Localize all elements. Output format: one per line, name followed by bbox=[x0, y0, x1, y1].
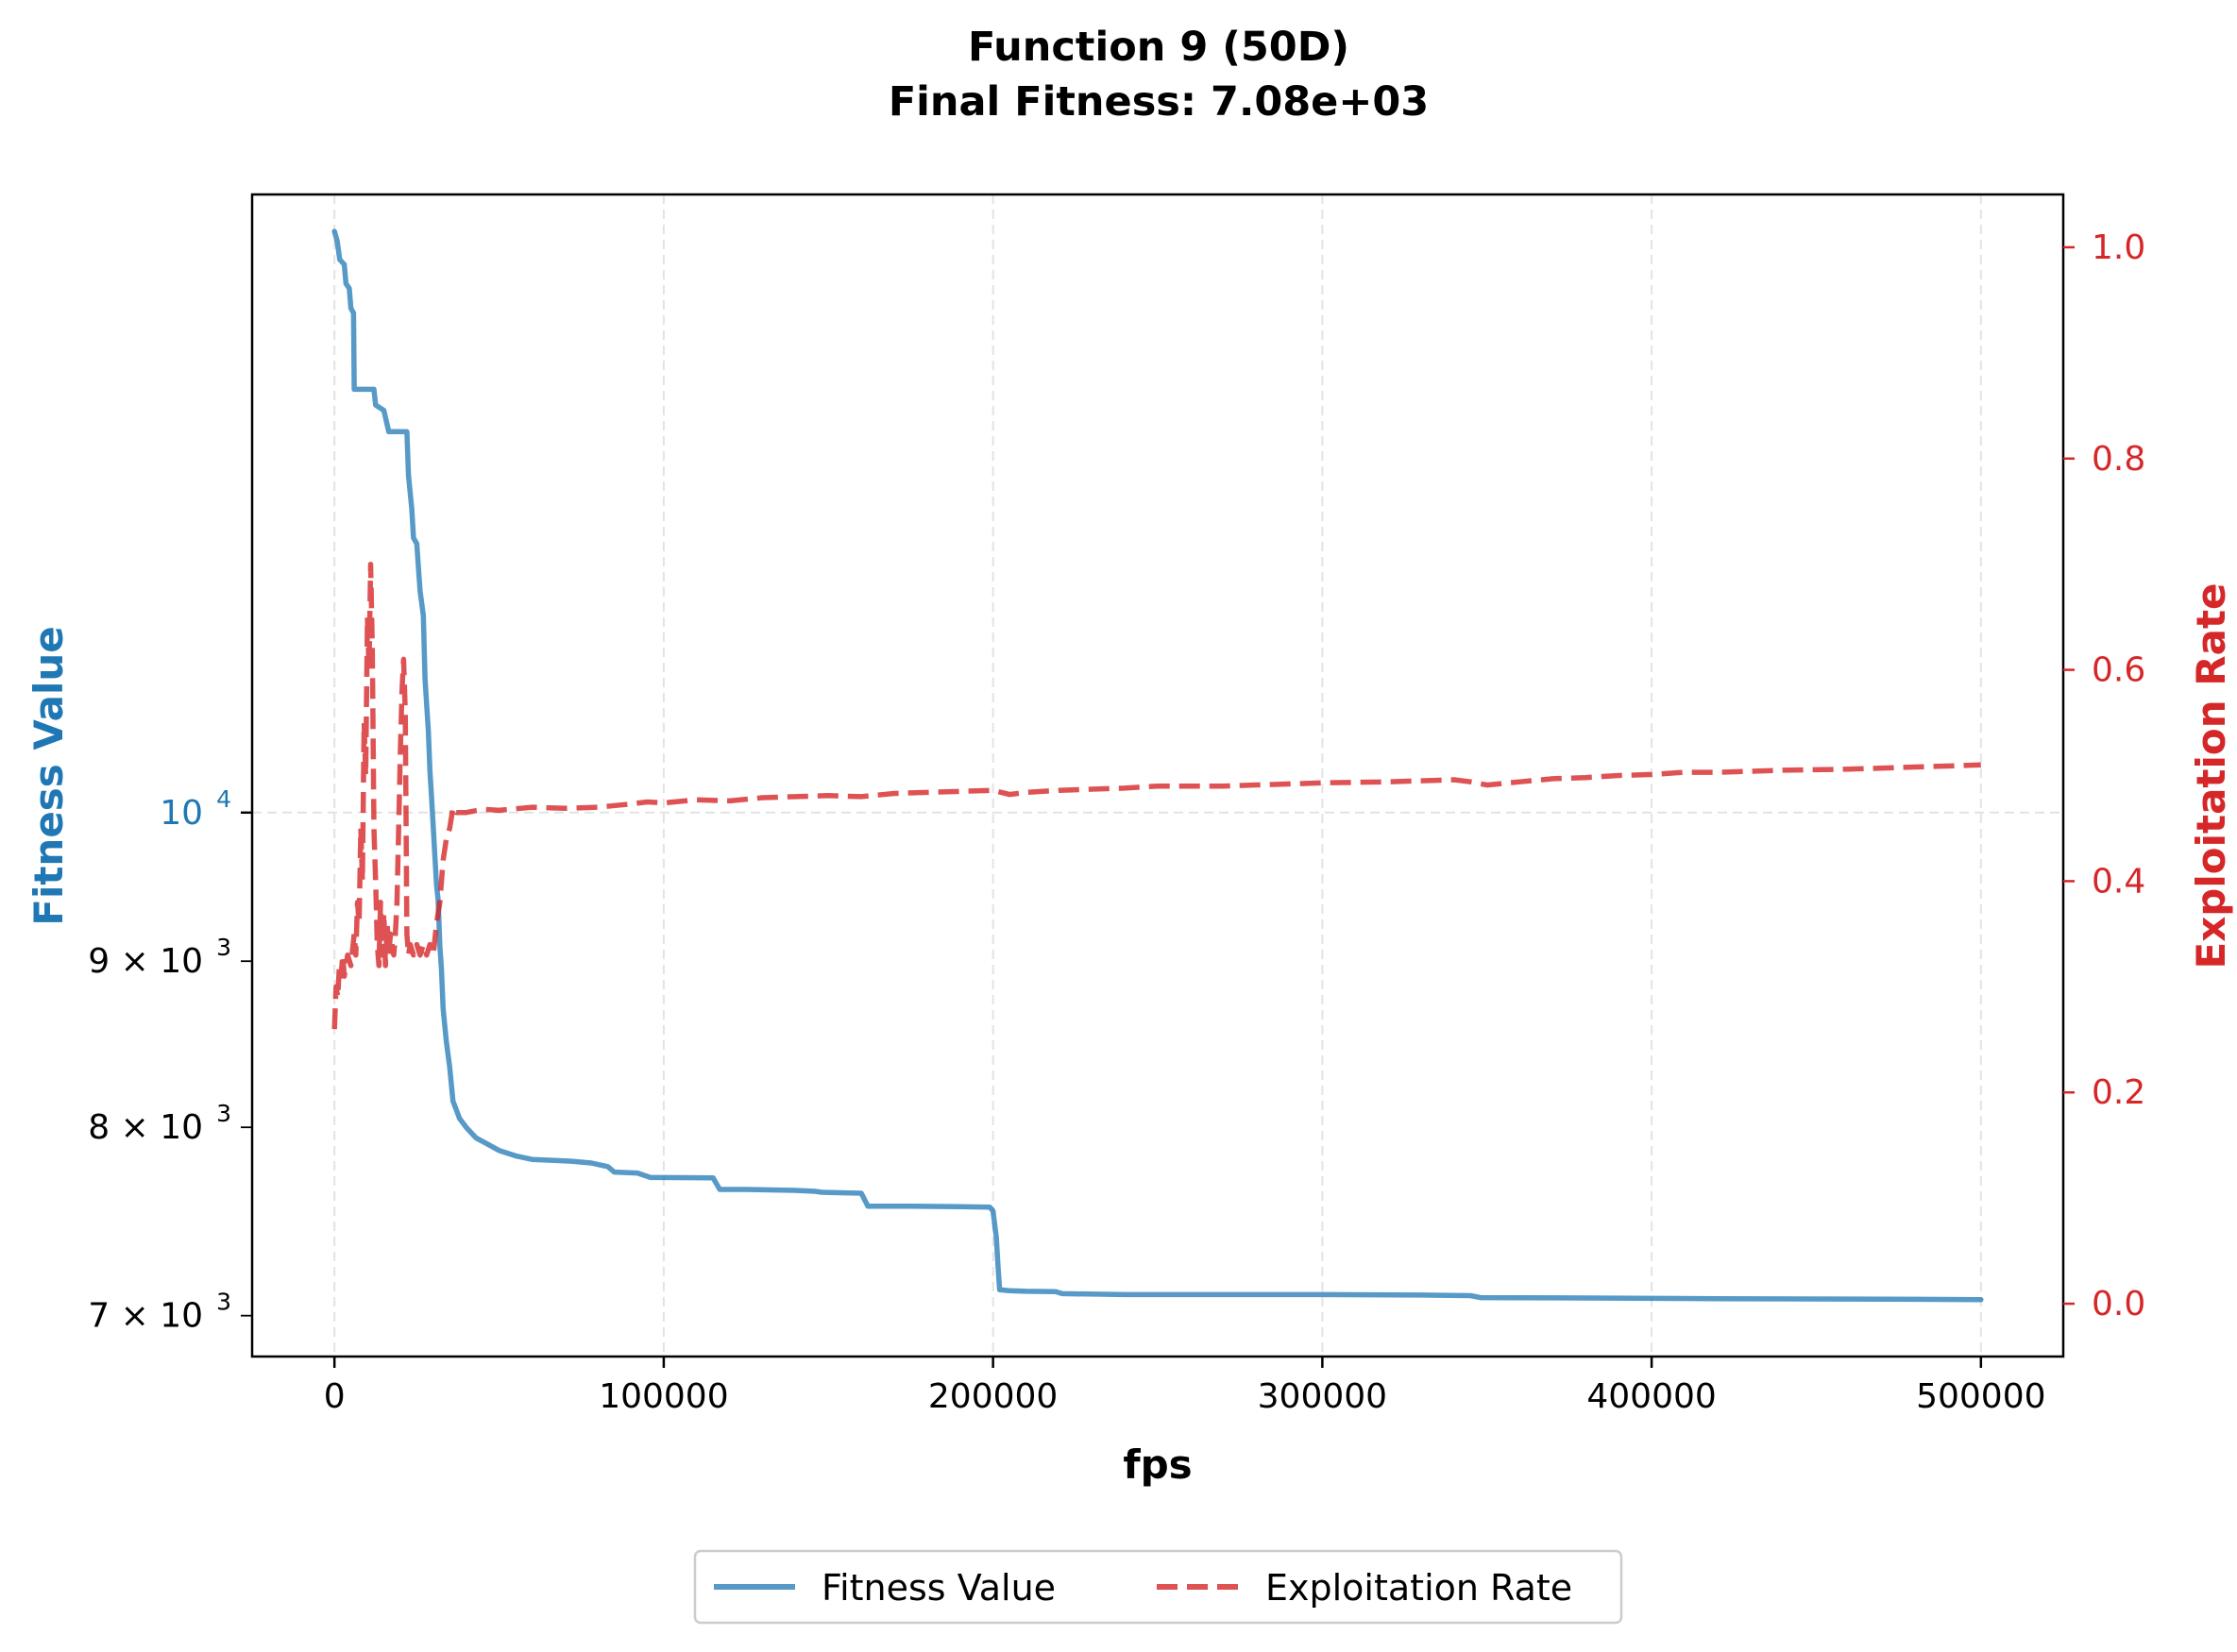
legend-label-exploitation: Exploitation Rate bbox=[1265, 1567, 1572, 1609]
y-right-tick-label: 1.0 bbox=[2092, 228, 2145, 267]
x-axis-label: fps bbox=[1123, 1441, 1192, 1488]
y-right-tick-label: 0.8 bbox=[2092, 440, 2145, 479]
series-line-exploitation bbox=[331, 561, 1981, 1030]
y-left-tick-exponent: 4 bbox=[216, 785, 231, 813]
y-left-tick-label: 10 bbox=[160, 794, 203, 833]
y-left-axis-label: Fitness Value bbox=[25, 626, 72, 926]
x-tick-label: 0 bbox=[324, 1377, 346, 1416]
y-left-tick-label: 9 × 10 bbox=[88, 942, 203, 981]
y-left-tick-label: 7 × 10 bbox=[88, 1297, 203, 1336]
x-axis-ticks: 0 100000 200000 300000 400000 500000 bbox=[324, 1357, 2046, 1416]
chart-title-line2: Final Fitness: 7.08e+03 bbox=[889, 78, 1429, 126]
y-right-tick-label: 0.2 bbox=[2092, 1073, 2145, 1112]
y-right-axis-ticks: 0.0 0.2 0.4 0.6 0.8 1.0 bbox=[2063, 228, 2145, 1323]
x-tick-label: 500000 bbox=[1916, 1377, 2045, 1416]
y-right-tick-label: 0.6 bbox=[2092, 651, 2145, 690]
y-left-axis-ticks: 10 4 9 × 10 3 8 × 10 3 7 × 10 3 bbox=[88, 785, 252, 1336]
y-left-tick-label: 8 × 10 bbox=[88, 1108, 203, 1147]
plot-frame bbox=[250, 193, 2065, 1358]
x-tick-label: 200000 bbox=[928, 1377, 1058, 1416]
y-left-tick-exponent: 3 bbox=[216, 1289, 231, 1316]
series-group bbox=[331, 228, 1984, 1303]
chart-title-line1: Function 9 (50D) bbox=[968, 24, 1349, 71]
y-right-tick-label: 0.0 bbox=[2092, 1285, 2145, 1323]
y-left-tick-exponent: 3 bbox=[216, 1100, 231, 1127]
y-right-tick-label: 0.4 bbox=[2092, 862, 2145, 901]
legend-label-fitness: Fitness Value bbox=[822, 1567, 1056, 1609]
series-line-fitness bbox=[331, 228, 1984, 1303]
legend: Fitness Value Exploitation Rate bbox=[693, 1549, 1623, 1625]
x-tick-label: 100000 bbox=[599, 1377, 728, 1416]
y-left-tick-exponent: 3 bbox=[216, 934, 231, 961]
x-tick-label: 300000 bbox=[1258, 1377, 1387, 1416]
x-tick-label: 400000 bbox=[1586, 1377, 1716, 1416]
y-right-axis-label: Exploitation Rate bbox=[2188, 582, 2234, 969]
